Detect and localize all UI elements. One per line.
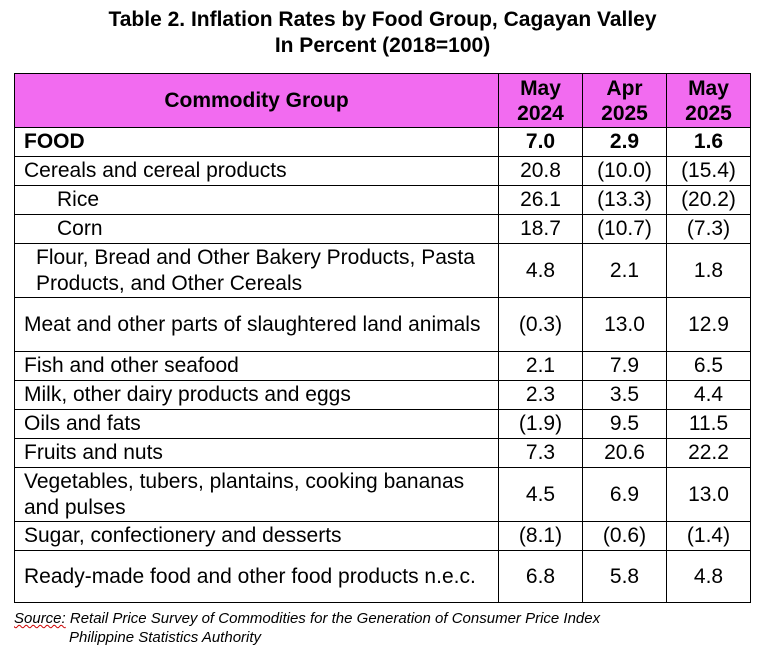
cell-value: 1.6 (666, 127, 751, 157)
table-row: Rice 26.1 (13.3) (20.2) (14, 185, 751, 215)
cell-value: (10.0) (582, 156, 667, 186)
table-row: Sugar, confectionery and desserts (8.1) … (14, 521, 751, 551)
cell-value: 7.0 (498, 127, 583, 157)
cell-value: 2.3 (498, 380, 583, 410)
cell-value: 20.6 (582, 438, 667, 468)
row-label: Ready-made food and other food products … (14, 550, 499, 603)
period-year: 2024 (517, 101, 564, 125)
cell-value: (13.3) (582, 185, 667, 215)
column-header-group: Commodity Group (14, 73, 499, 128)
source-line1: Retail Price Survey of Commodities for t… (69, 610, 601, 627)
row-label: Cereals and cereal products (14, 156, 499, 186)
table-row: FOOD 7.0 2.9 1.6 (14, 127, 751, 157)
cell-value: 26.1 (498, 185, 583, 215)
cell-value: 18.7 (498, 214, 583, 244)
row-label: Corn (14, 214, 499, 244)
table-subtitle: In Percent (2018=100) (274, 34, 491, 57)
cell-value: (1.9) (498, 409, 583, 439)
period-year: 2025 (685, 101, 732, 125)
cell-value: 6.5 (666, 351, 751, 381)
cell-value: 13.0 (666, 467, 751, 522)
cell-value: 2.1 (498, 351, 583, 381)
source-label: Source: (14, 610, 66, 627)
table-row: Fruits and nuts 7.3 20.6 22.2 (14, 438, 751, 468)
cell-value: 12.9 (666, 297, 751, 352)
inflation-table: Commodity Group May 2024 Apr 2025 May 2025 … (14, 73, 751, 603)
row-label: Flour, Bread and Other Bakery Products, … (14, 243, 499, 298)
cell-value: 5.8 (582, 550, 667, 603)
cell-value: 6.9 (582, 467, 667, 522)
row-label: Rice (14, 185, 499, 215)
cell-value: 13.0 (582, 297, 667, 352)
table-row: Vegetables, tubers, plantains, cooking b… (14, 467, 751, 522)
table-row: Fish and other seafood 2.1 7.9 6.5 (14, 351, 751, 381)
table-title: Table 2. Inflation Rates by Food Group, … (108, 8, 657, 31)
row-label: Vegetables, tubers, plantains, cooking b… (14, 467, 499, 522)
cell-value: 4.8 (498, 243, 583, 298)
cell-value: 4.8 (666, 550, 751, 603)
period-month: May (688, 76, 729, 100)
cell-value: (20.2) (666, 185, 751, 215)
column-header-period: Apr 2025 (582, 73, 667, 128)
cell-value: 7.9 (582, 351, 667, 381)
cell-value: 11.5 (666, 409, 751, 439)
cell-value: (10.7) (582, 214, 667, 244)
row-label: Fruits and nuts (14, 438, 499, 468)
cell-value: (15.4) (666, 156, 751, 186)
period-year: 2025 (601, 101, 648, 125)
row-label: Milk, other dairy products and eggs (14, 380, 499, 410)
cell-value: 4.5 (498, 467, 583, 522)
cell-value: 2.1 (582, 243, 667, 298)
cell-value: 22.2 (666, 438, 751, 468)
row-label: Meat and other parts of slaughtered land… (14, 297, 499, 352)
table-row: Oils and fats (1.9) 9.5 11.5 (14, 409, 751, 439)
table-row: Cereals and cereal products 20.8 (10.0) … (14, 156, 751, 186)
cell-value: 3.5 (582, 380, 667, 410)
header-row: Commodity Group May 2024 Apr 2025 May 2025 (14, 73, 751, 128)
cell-value: (8.1) (498, 521, 583, 551)
row-label: Fish and other seafood (14, 351, 499, 381)
cell-value: 20.8 (498, 156, 583, 186)
cell-value: 6.8 (498, 550, 583, 603)
table-row: Corn 18.7 (10.7) (7.3) (14, 214, 751, 244)
cell-value: 7.3 (498, 438, 583, 468)
cell-value: (1.4) (666, 521, 751, 551)
table-row: Meat and other parts of slaughtered land… (14, 297, 751, 352)
table-row: Ready-made food and other food products … (14, 550, 751, 603)
table-row: Milk, other dairy products and eggs 2.3 … (14, 380, 751, 410)
cell-value: 4.4 (666, 380, 751, 410)
table-row: Flour, Bread and Other Bakery Products, … (14, 243, 751, 298)
period-month: May (520, 76, 561, 100)
cell-value: (0.3) (498, 297, 583, 352)
row-label: Sugar, confectionery and desserts (14, 521, 499, 551)
source-line2: Philippine Statistics Authority (69, 629, 262, 646)
cell-value: (0.6) (582, 521, 667, 551)
row-label: FOOD (14, 127, 499, 157)
cell-value: 1.8 (666, 243, 751, 298)
cell-value: (7.3) (666, 214, 751, 244)
period-month: Apr (606, 76, 643, 100)
source-note: Source: Retail Price Survey of Commoditi… (14, 609, 600, 647)
column-header-period: May 2025 (666, 73, 751, 128)
cell-value: 9.5 (582, 409, 667, 439)
row-label: Oils and fats (14, 409, 499, 439)
cell-value: 2.9 (582, 127, 667, 157)
column-header-period: May 2024 (498, 73, 583, 128)
